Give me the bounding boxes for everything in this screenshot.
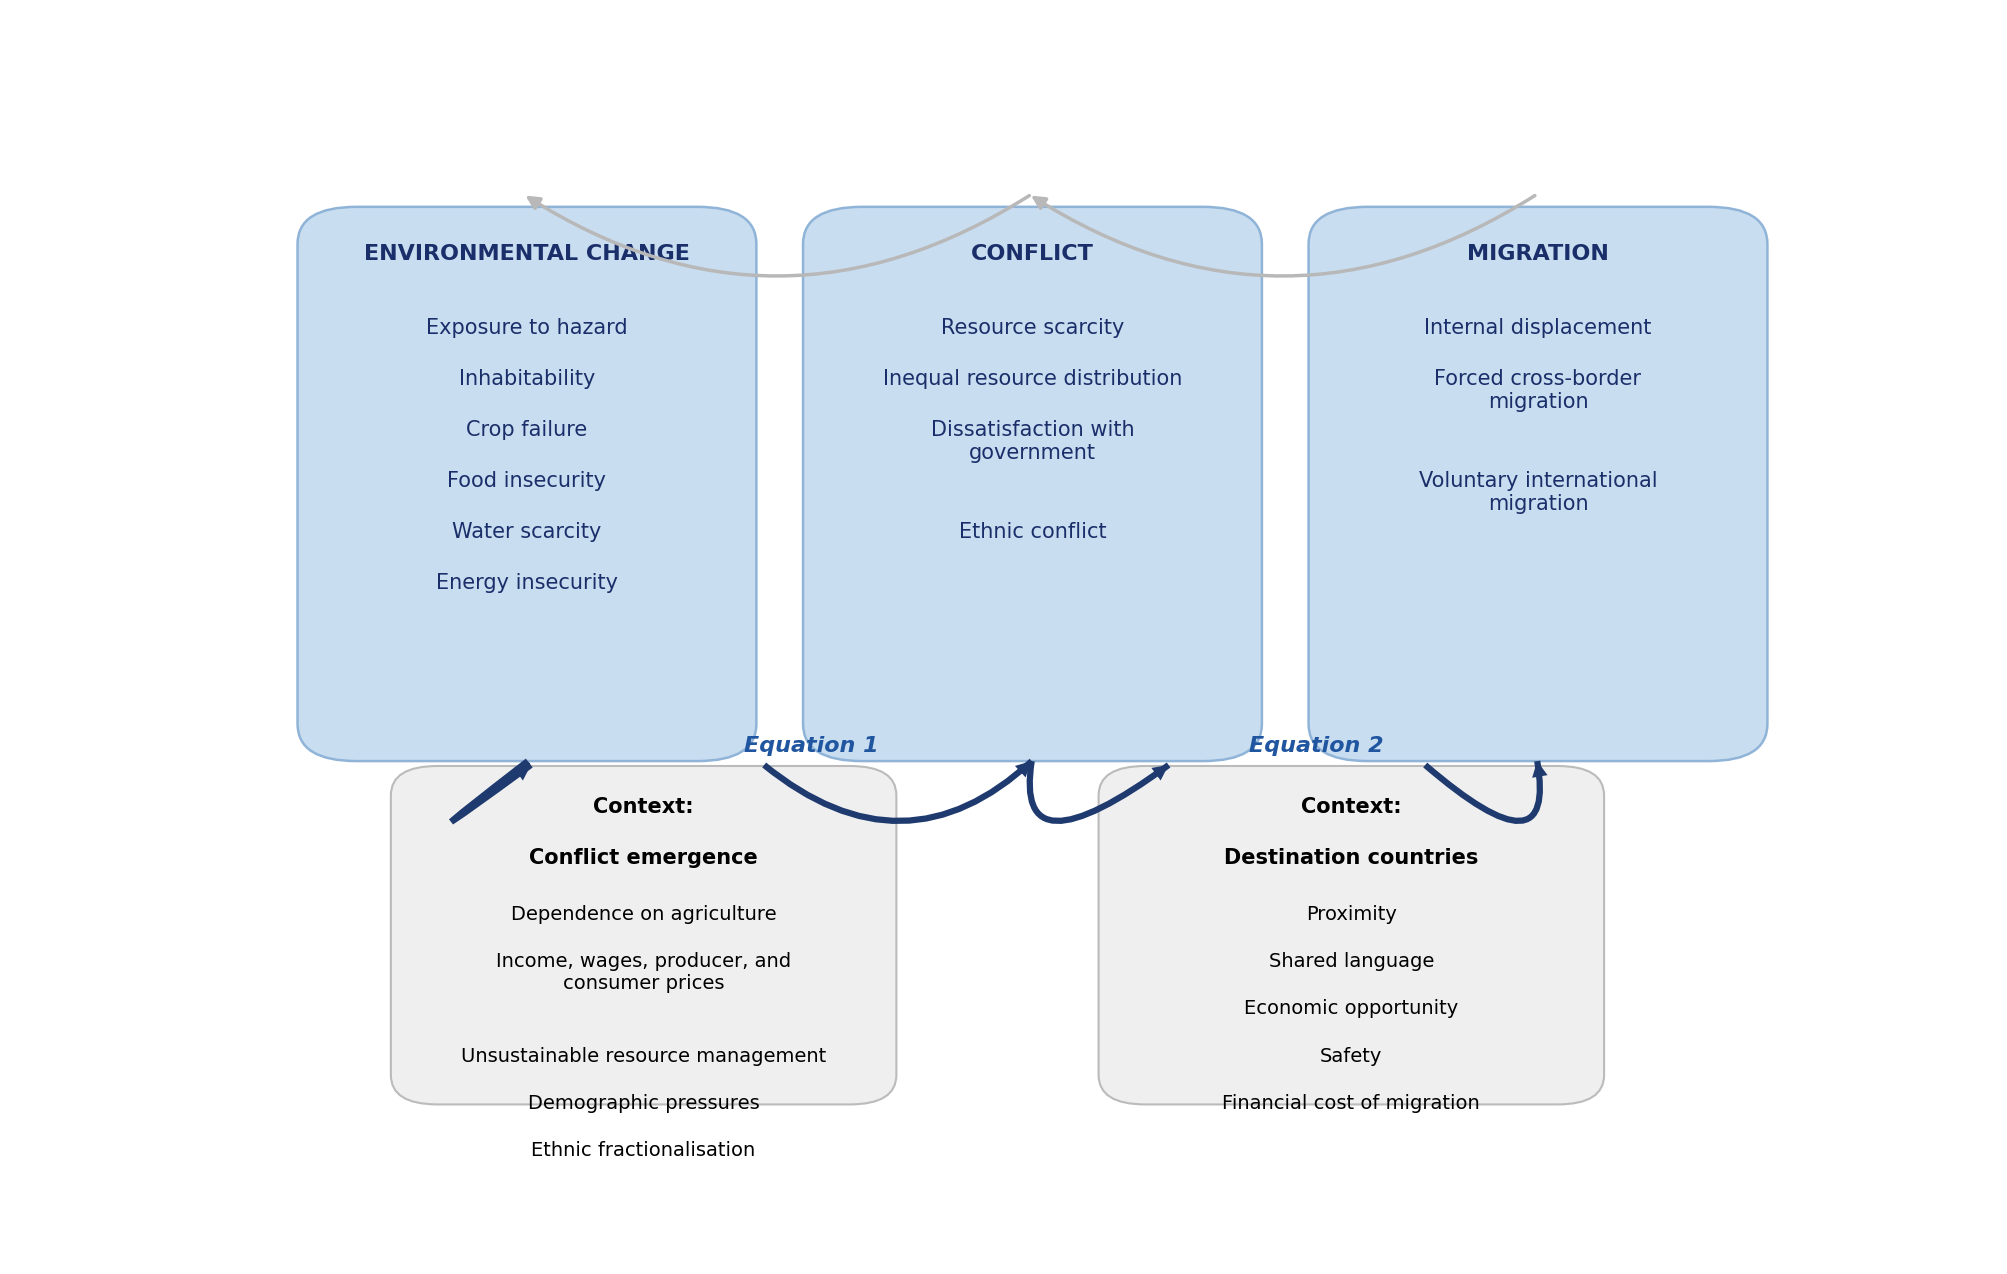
FancyBboxPatch shape: [1309, 206, 1768, 761]
Text: Context:: Context:: [594, 798, 694, 818]
Text: Dissatisfaction with
government: Dissatisfaction with government: [931, 419, 1134, 462]
Text: Equation 2: Equation 2: [1248, 736, 1383, 757]
Text: Equation 1: Equation 1: [743, 736, 879, 757]
Text: Ethnic conflict: Ethnic conflict: [959, 522, 1106, 541]
Text: Exposure to hazard: Exposure to hazard: [425, 317, 628, 338]
Text: Financial cost of migration: Financial cost of migration: [1222, 1093, 1481, 1112]
Text: Energy insecurity: Energy insecurity: [436, 573, 618, 592]
Text: Food insecurity: Food insecurity: [448, 470, 606, 490]
Text: Forced cross-border
migration: Forced cross-border migration: [1435, 368, 1642, 412]
Text: Economic opportunity: Economic opportunity: [1244, 1000, 1459, 1018]
Text: Internal displacement: Internal displacement: [1425, 317, 1652, 338]
Text: Proximity: Proximity: [1307, 906, 1397, 925]
Text: Demographic pressures: Demographic pressures: [528, 1093, 759, 1112]
Text: Shared language: Shared language: [1268, 953, 1435, 971]
Text: Resource scarcity: Resource scarcity: [941, 317, 1124, 338]
Text: Inhabitability: Inhabitability: [460, 368, 596, 389]
Text: MIGRATION: MIGRATION: [1467, 245, 1610, 264]
Text: Income, wages, producer, and
consumer prices: Income, wages, producer, and consumer pr…: [496, 953, 791, 994]
FancyBboxPatch shape: [1098, 766, 1604, 1105]
FancyBboxPatch shape: [803, 206, 1262, 761]
FancyBboxPatch shape: [297, 206, 757, 761]
Text: Destination countries: Destination countries: [1224, 848, 1479, 869]
FancyBboxPatch shape: [391, 766, 897, 1105]
Text: Unsustainable resource management: Unsustainable resource management: [462, 1046, 827, 1065]
Text: CONFLICT: CONFLICT: [971, 245, 1094, 264]
Text: Ethnic fractionalisation: Ethnic fractionalisation: [532, 1140, 757, 1159]
Text: Dependence on agriculture: Dependence on agriculture: [512, 906, 777, 925]
Text: Water scarcity: Water scarcity: [452, 522, 602, 541]
Text: Inequal resource distribution: Inequal resource distribution: [883, 368, 1182, 389]
Text: Context:: Context:: [1301, 798, 1401, 818]
Text: Conflict emergence: Conflict emergence: [530, 848, 759, 869]
Text: ENVIRONMENTAL CHANGE: ENVIRONMENTAL CHANGE: [363, 245, 690, 264]
Text: Safety: Safety: [1321, 1046, 1383, 1065]
Text: Voluntary international
migration: Voluntary international migration: [1419, 470, 1658, 513]
Text: Crop failure: Crop failure: [466, 419, 588, 440]
